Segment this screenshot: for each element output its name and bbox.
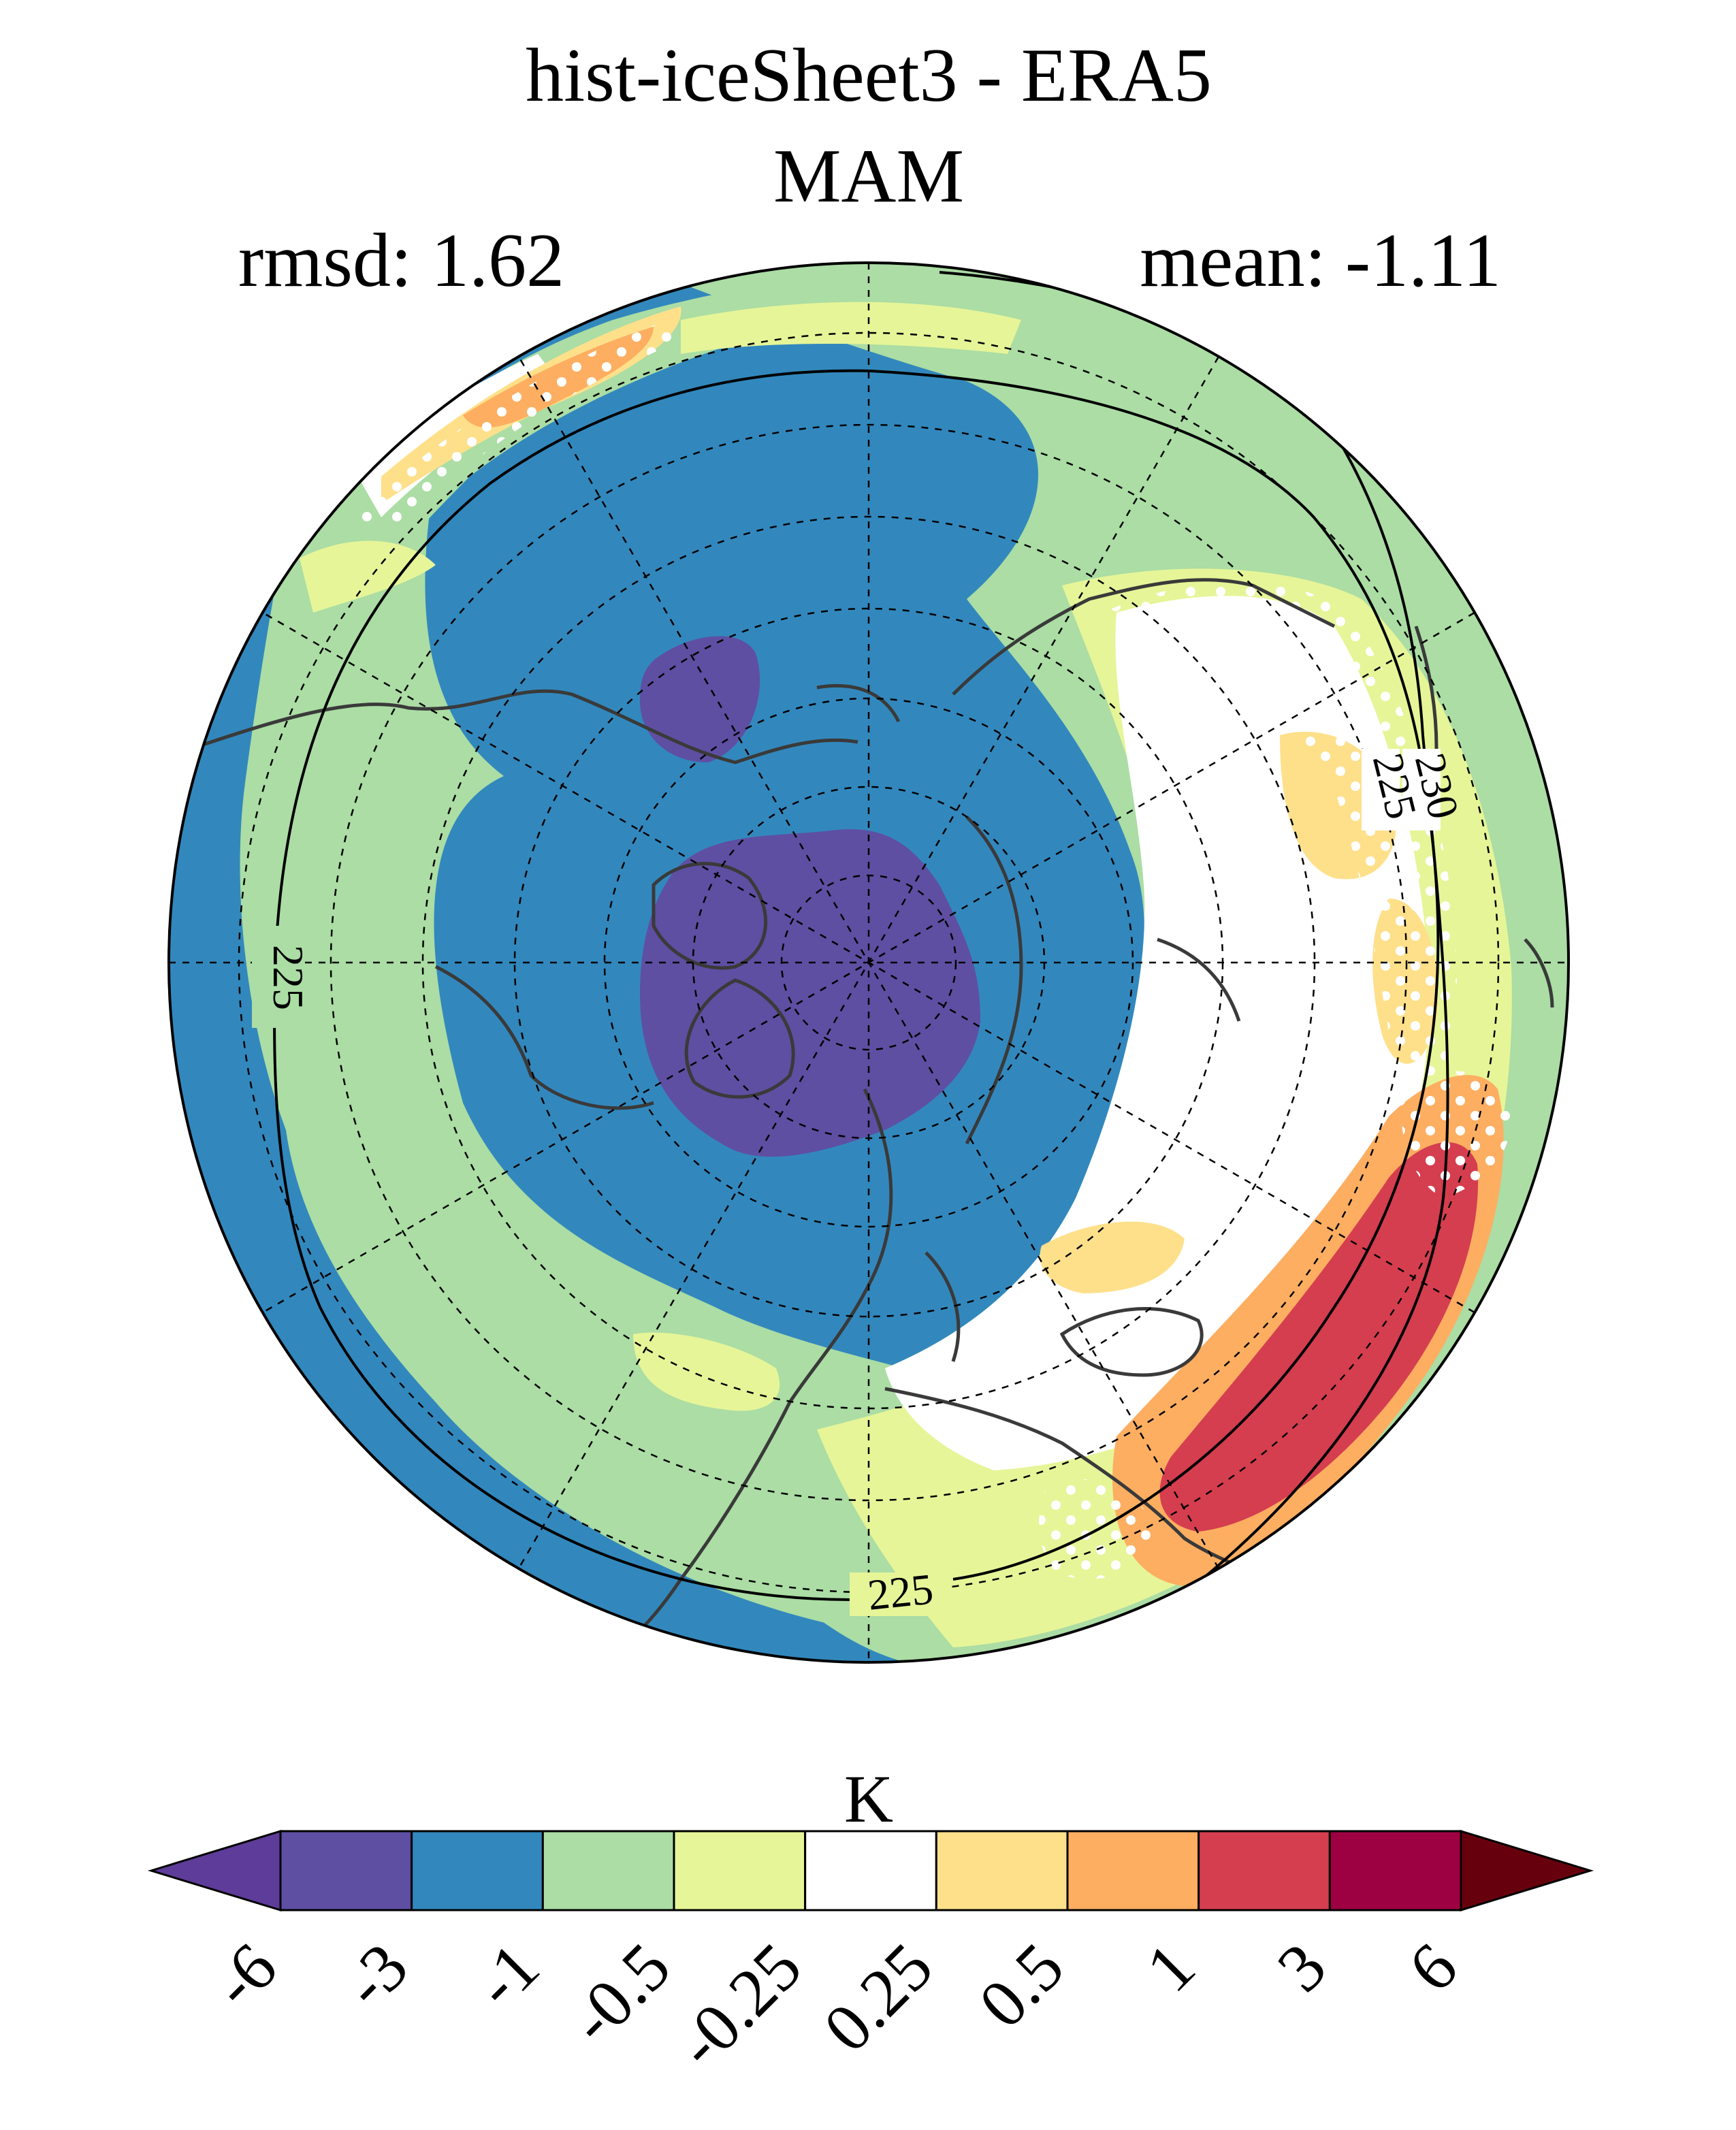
- polar-map: 225 225 225 230: [167, 261, 1570, 1664]
- field-red-asia: [1159, 1142, 1479, 1532]
- colorbar-extend-low: [147, 1829, 282, 1912]
- contour-label-bottom: 225: [865, 1564, 935, 1619]
- colorbar-tick-label: -1: [460, 1929, 553, 2022]
- stippling-north: [354, 320, 681, 531]
- colorbar-swatch: [1328, 1830, 1462, 1911]
- contour-label-bg-east-2: [1402, 749, 1441, 830]
- field-green-west: [240, 436, 926, 1634]
- colorbar-swatch: [1066, 1830, 1200, 1911]
- colorbar-tick-label: 1: [1131, 1929, 1209, 2006]
- colorbar-swatch: [935, 1830, 1069, 1911]
- title-line-1: hist-iceSheet3 - ERA5: [526, 33, 1212, 118]
- rmsd-label: rmsd: 1.62: [238, 219, 564, 303]
- colorbar-tick-label: 0.25: [809, 1929, 947, 2066]
- field-yellowgreen-atlantic: [633, 1332, 780, 1411]
- colorbar-tick-label: 6: [1394, 1929, 1472, 2006]
- colorbar-swatch: [411, 1830, 544, 1911]
- colorbar-swatches: [147, 1829, 1594, 1912]
- map-border: [167, 261, 1570, 1664]
- contour-label-bg-west: [252, 926, 295, 1028]
- graticule: [169, 263, 1569, 1662]
- colorbar-tick-label: 3: [1263, 1929, 1340, 2006]
- colorbar-tick-label: 0.5: [965, 1929, 1078, 2042]
- contour-label-west: 225: [264, 945, 312, 1010]
- colorbar-swatch: [541, 1830, 675, 1911]
- stippling-east: [1103, 582, 1457, 1157]
- stippling-southeast: [1401, 1071, 1511, 1198]
- colorbar-ticks: -6 -3 -1 -0.5-0.250.25 0.5 1 3 6: [197, 1929, 1471, 2082]
- colorbar-tick-label: -3: [329, 1929, 422, 2022]
- contour-label-bg-east-1: [1362, 749, 1400, 830]
- colorbar-unit: K: [844, 1761, 893, 1837]
- colorbar-swatch: [279, 1830, 413, 1911]
- colorbar-swatch: [1197, 1830, 1331, 1911]
- field-purple-central: [640, 829, 980, 1157]
- field-yellowgreen-northwest: [300, 540, 436, 613]
- colorbar-extend-high: [1460, 1829, 1594, 1912]
- colorbar-tick-label: -6: [197, 1929, 291, 2022]
- colorbar: K -6 -3 -1 -0.5-0.250.25 0.5 1 3 6: [147, 1761, 1594, 2082]
- colorbar-tick-label: -0.25: [662, 1929, 816, 2082]
- colorbar-swatch: [673, 1830, 807, 1911]
- colorbar-swatch: [804, 1830, 937, 1911]
- colorbar-tick-label: -0.5: [555, 1929, 684, 2058]
- field-lightorange-asia: [1040, 1221, 1185, 1293]
- mean-label: mean: -1.11: [1140, 219, 1501, 303]
- contour-label-bg-bottom: [850, 1572, 952, 1616]
- field-purple-north: [640, 636, 760, 762]
- title-line-2: MAM: [773, 134, 964, 219]
